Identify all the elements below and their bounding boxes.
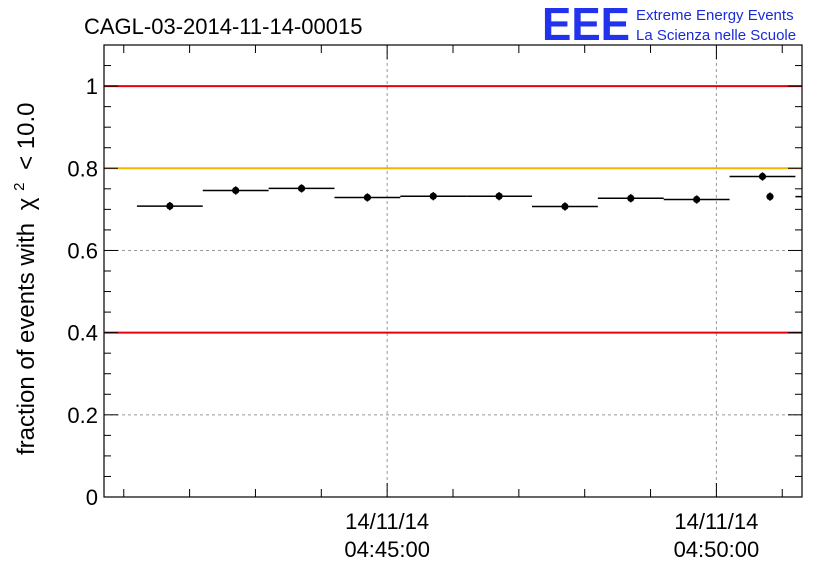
point-marker: [363, 193, 371, 202]
point-marker: [627, 194, 635, 202]
y-tick-labels: 0 0.2 0.4 0.6 0.8 1: [67, 74, 98, 510]
data-point: [400, 192, 467, 201]
point-marker: [232, 186, 240, 195]
eee-logo: EEE Extreme Energy Events La Scienza nel…: [542, 0, 796, 50]
data-point: [663, 195, 730, 204]
data-point: [466, 192, 533, 201]
point-marker: [297, 184, 306, 193]
point-marker: [758, 172, 767, 181]
data-point: [202, 186, 269, 195]
data-point: [334, 193, 401, 202]
y-tick-label: 1: [86, 74, 98, 99]
logo-line1: Extreme Energy Events: [636, 7, 794, 24]
data-point: [766, 192, 802, 201]
x-tick-label-time: 04:45:00: [344, 537, 430, 562]
data-points: [136, 172, 802, 211]
x-tick-labels: 14/11/14 04:45:00 14/11/14 04:50:00: [344, 509, 759, 562]
data-point: [597, 194, 664, 203]
y-axis-title-text: fraction of events with: [13, 223, 40, 455]
plot-frame: [103, 44, 803, 498]
logo-line2: La Scienza nelle Scuole: [636, 27, 796, 44]
data-point: [136, 201, 203, 211]
y-axis-title-symbol: χ: [13, 197, 40, 210]
point-marker: [495, 192, 503, 200]
point-marker: [766, 193, 774, 201]
y-tick-label: 0.4: [67, 321, 98, 346]
x-tick-label-date: 14/11/14: [345, 509, 429, 534]
data-point: [268, 184, 335, 193]
y-tick-label: 0.6: [67, 238, 98, 263]
data-point: [532, 202, 598, 211]
y-tick-label: 0.8: [67, 156, 98, 181]
y-tick-label: 0: [86, 485, 98, 510]
x-tick-label-time: 04:50:00: [674, 537, 760, 562]
point-marker: [693, 195, 701, 204]
y-axis-title-threshold: < 10.0: [13, 103, 40, 170]
logo-mark: EEE: [542, 0, 630, 50]
point-marker: [166, 202, 174, 210]
y-tick-label: 0.2: [67, 403, 98, 428]
reference-lines: [104, 85, 802, 334]
grid: [104, 45, 802, 497]
chart-title: CAGL-03-2014-11-14-00015: [84, 14, 362, 39]
point-marker: [561, 202, 569, 211]
x-tick-label-date: 14/11/14: [674, 509, 758, 534]
y-axis-title-exponent: 2: [11, 183, 28, 191]
y-axis-title: fraction of events with χ 2 < 10.0: [3, 103, 40, 456]
data-point: [729, 172, 796, 181]
point-marker: [429, 192, 437, 200]
axes: [103, 44, 803, 498]
